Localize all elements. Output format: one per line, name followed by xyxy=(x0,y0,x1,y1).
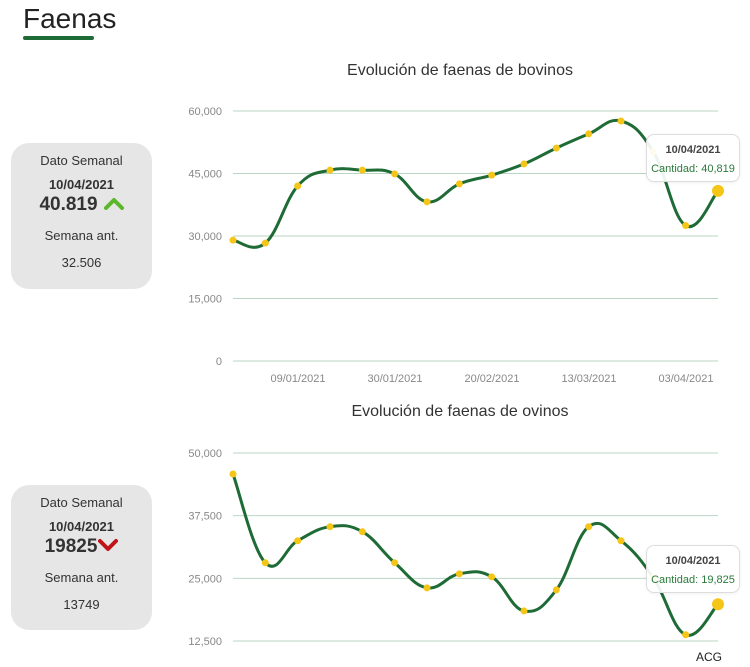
data-point[interactable] xyxy=(617,117,625,125)
page-title: Faenas xyxy=(23,3,117,34)
data-point[interactable] xyxy=(261,559,269,567)
data-point[interactable] xyxy=(520,160,528,168)
card-value: 40.819 xyxy=(39,194,98,215)
x-tick-label: 03/04/2021 xyxy=(658,373,713,385)
weekly-card-bovinos: Dato Semanal 10/04/2021 40.819 Semana an… xyxy=(11,143,152,289)
card-prev-label: Semana ant. xyxy=(44,228,119,243)
tooltip-ovinos: 10/04/2021 Cantidad: 19,825 xyxy=(646,545,740,593)
card-value-row: 19825 xyxy=(11,536,152,558)
data-point[interactable] xyxy=(261,239,269,247)
series-line xyxy=(231,473,720,637)
data-point[interactable] xyxy=(229,236,237,244)
chevron-up-icon xyxy=(103,194,124,216)
data-point[interactable] xyxy=(423,584,431,592)
data-point[interactable] xyxy=(712,598,724,611)
y-tick-label: 60,000 xyxy=(188,106,222,118)
x-tick-label: 20/02/2021 xyxy=(464,373,519,385)
card-label: Dato Semanal xyxy=(40,153,123,168)
y-tick-label: 0 xyxy=(216,356,222,368)
series-line xyxy=(232,118,720,249)
data-point[interactable] xyxy=(294,182,302,190)
tooltip-date: 10/04/2021 xyxy=(665,144,721,156)
data-point[interactable] xyxy=(617,537,625,545)
data-point[interactable] xyxy=(585,130,593,138)
x-tick-label: 30/01/2021 xyxy=(367,373,422,385)
y-tick-label: 45,000 xyxy=(188,169,222,181)
card-prev-value: 13749 xyxy=(63,597,100,612)
data-point[interactable] xyxy=(326,166,334,174)
data-point[interactable] xyxy=(455,570,463,578)
data-point[interactable] xyxy=(488,573,496,581)
chevron-down-icon xyxy=(98,536,119,558)
title-underline xyxy=(23,36,94,40)
card-label: Dato Semanal xyxy=(40,495,123,510)
card-value: 19825 xyxy=(44,536,98,557)
y-tick-label: 12,500 xyxy=(188,636,222,648)
y-tick-label: 37,500 xyxy=(188,511,222,523)
card-prev-value: 32.506 xyxy=(61,255,102,270)
y-tick-label: 30,000 xyxy=(188,231,222,243)
x-tick-label: 13/03/2021 xyxy=(561,373,616,385)
line-chart-0: 0 15,000 30,000 45,000 60,000 09/01/2021 30/01… xyxy=(188,106,724,385)
data-point[interactable] xyxy=(391,559,399,567)
data-point[interactable] xyxy=(488,171,496,179)
data-point[interactable] xyxy=(423,198,431,206)
data-point[interactable] xyxy=(712,184,724,197)
tooltip-value: Cantidad: 19,825 xyxy=(651,574,735,586)
line-chart-1: 12,500 25,000 37,500 50,000 xyxy=(188,448,724,648)
card-date: 10/04/2021 xyxy=(48,519,115,534)
y-tick-label: 25,000 xyxy=(188,573,222,585)
chart-title-bovinos: Evolución de faenas de bovinos xyxy=(347,62,573,79)
y-tick-label: 50,000 xyxy=(188,448,222,460)
data-point[interactable] xyxy=(682,222,690,230)
data-point[interactable] xyxy=(520,607,528,615)
card-prev-label: Semana ant. xyxy=(44,570,119,585)
footer-label: ACG xyxy=(696,650,723,664)
chart-title-ovinos: Evolución de faenas de ovinos xyxy=(351,403,569,420)
card-date: 10/04/2021 xyxy=(48,177,115,192)
data-point[interactable] xyxy=(552,586,560,594)
weekly-card-ovinos: Dato Semanal 10/04/2021 19825 Semana ant… xyxy=(11,485,152,630)
data-point[interactable] xyxy=(229,470,237,478)
data-point[interactable] xyxy=(358,166,366,174)
data-point[interactable] xyxy=(391,170,399,178)
data-point[interactable] xyxy=(326,523,334,531)
data-point[interactable] xyxy=(552,144,560,152)
data-point[interactable] xyxy=(585,523,593,531)
data-point[interactable] xyxy=(682,631,690,639)
data-point[interactable] xyxy=(294,537,302,545)
x-tick-label: 09/01/2021 xyxy=(270,373,325,385)
card-value-row: 40.819 xyxy=(11,194,152,216)
tooltip-date: 10/04/2021 xyxy=(665,555,721,567)
y-tick-label: 15,000 xyxy=(188,294,222,306)
data-point[interactable] xyxy=(358,528,366,536)
tooltip-value: Cantidad: 40,819 xyxy=(651,163,735,175)
tooltip-bovinos: 10/04/2021 Cantidad: 40,819 xyxy=(646,134,740,182)
data-point[interactable] xyxy=(455,180,463,188)
